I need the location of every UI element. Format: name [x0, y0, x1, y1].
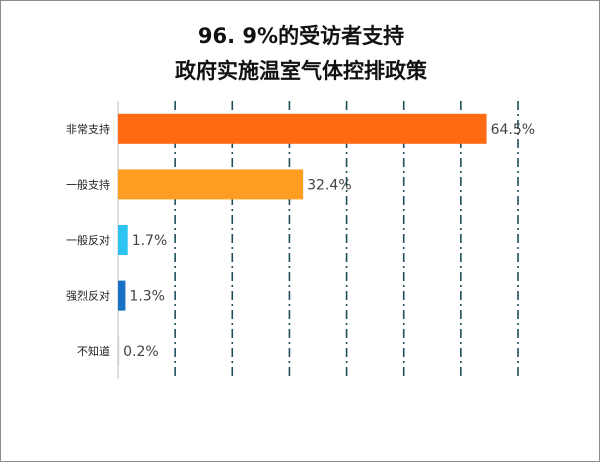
category-label: 一般支持: [66, 177, 110, 191]
chart-title-line-2: 政府实施温室气体控排政策: [175, 59, 428, 83]
value-label: 32.4%: [307, 177, 351, 193]
gridlines: [174, 101, 519, 379]
value-label: 0.2%: [123, 344, 159, 360]
value-label: 1.7%: [132, 233, 168, 249]
bars: 非常支持 64.5% 一般支持 32.4% 一般反对 1.7% 强烈反对 1.3% 不知道 0.2…: [66, 113, 535, 367]
bar: [118, 169, 304, 200]
bar: [118, 336, 120, 367]
category-label: 非常支持: [66, 122, 110, 136]
value-label: 64.5%: [491, 122, 535, 138]
bar: [118, 113, 487, 144]
bar: [118, 225, 128, 255]
value-label: 1.3%: [129, 289, 165, 305]
bar: [118, 280, 126, 311]
category-label: 一般反对: [66, 233, 110, 247]
chart-title-line-1: 96. 9%的受访者支持: [198, 24, 404, 48]
category-label: 不知道: [77, 344, 110, 358]
category-label: 强烈反对: [66, 289, 110, 303]
